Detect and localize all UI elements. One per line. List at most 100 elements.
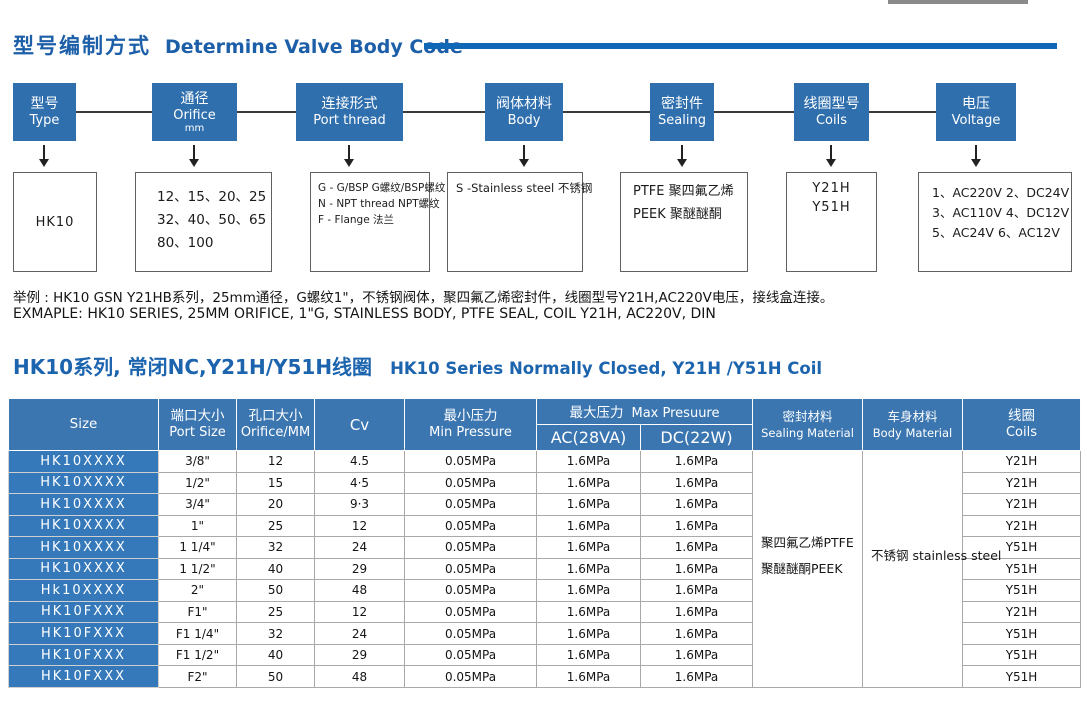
col-header-body-material: 车身材料 Body Material <box>862 398 963 451</box>
coil-cell: Y51H <box>962 622 1081 645</box>
cv-cell: 4.5 <box>314 450 405 473</box>
flow-box-voltage-zh: 电压 <box>962 96 990 112</box>
down-arrow-icon <box>677 145 687 167</box>
size-cell: HK10XXXX <box>8 450 159 473</box>
port-cell: 3/8" <box>158 450 237 473</box>
size-cell: HK10XXXX <box>8 471 159 495</box>
flow-box-type-en: Type <box>29 113 60 128</box>
orifice-cell: 15 <box>236 471 315 495</box>
port-cell: 1 1/2" <box>158 557 237 581</box>
coil-cell: Y21H <box>962 514 1081 538</box>
type-code: HK10 <box>35 214 75 230</box>
cv-cell: 9·3 <box>314 493 405 516</box>
port-cell: 1/2" <box>158 471 237 495</box>
col-header-size: Size <box>8 398 159 451</box>
voltage-option-line: 3、AC110V 4、DC12V <box>932 205 1070 220</box>
coil-cell: Y51H <box>962 557 1081 581</box>
flow-box-body: 阀体材料 Body <box>485 83 563 141</box>
sealing-option-line: PTFE 聚四氟乙烯 <box>633 184 734 199</box>
port-cell: F1 1/4" <box>158 622 237 645</box>
min-pressure-cell: 0.05MPa <box>404 493 537 516</box>
col-header-coils: 线圈 Coils <box>962 398 1081 451</box>
col-header-orifice: 孔口大小 Orifice/MM <box>236 398 315 451</box>
ac-pressure-cell: 1.6MPa <box>536 536 641 559</box>
table-row: HK10XXXX 1/2" 15 4·5 0.05MPa 1.6MPa 1.6M… <box>8 471 1081 495</box>
flow-box-orifice-zh: 通径 <box>180 91 209 107</box>
coil-cell: Y21H <box>962 471 1081 495</box>
dc-pressure-cell: 1.6MPa <box>640 493 753 516</box>
col-header-cv: Cv <box>314 398 405 451</box>
flow-box-voltage: 电压 Voltage <box>936 83 1016 141</box>
orifice-values-line: 12、15、20、25 <box>157 189 267 205</box>
down-arrow-icon <box>344 145 354 167</box>
min-pressure-cell: 0.05MPa <box>404 471 537 495</box>
flow-box-orifice: 通径 Orifice mm <box>152 83 237 141</box>
flow-box-sealing-en: Sealing <box>658 113 706 128</box>
orifice-cell: 20 <box>236 493 315 516</box>
flow-connector <box>714 111 794 113</box>
flow-box-coils-en: Coils <box>815 113 848 128</box>
section2-title-zh: HK10系列, 常闭NC,Y21H/Y51H线圈 <box>13 355 373 379</box>
orifice-cell: 25 <box>236 600 315 624</box>
min-pressure-cell: 0.05MPa <box>404 665 537 688</box>
orifice-cell: 12 <box>236 450 315 473</box>
thread-option-line: G - G/BSP G螺纹/BSP螺纹 <box>318 182 446 194</box>
ac-pressure-cell: 1.6MPa <box>536 557 641 581</box>
spec-table: Size 端口大小 Port Size 孔口大小 Orifice/MM Cv 最小压… <box>8 398 1081 688</box>
coil-cell: Y21H <box>962 450 1081 473</box>
ac-pressure-cell: 1.6MPa <box>536 450 641 473</box>
flow-box-type-zh: 型号 <box>30 96 59 112</box>
col-header-sealing-material: 密封材料 Sealing Material <box>752 398 863 451</box>
orifice-cell: 50 <box>236 579 315 602</box>
down-arrow-icon <box>971 145 981 167</box>
flow-box-orifice-en: Orifice <box>173 108 216 123</box>
sealing-option-line: PEEK 聚醚醚酮 <box>633 207 722 222</box>
flow-box-port-thread-zh: 连接形式 <box>321 96 378 112</box>
dc-pressure-cell: 1.6MPa <box>640 665 753 688</box>
body-material-line: 不锈钢 stainless steel <box>871 548 1002 563</box>
thread-option-line: F - Flange 法兰 <box>318 214 395 226</box>
cv-cell: 48 <box>314 665 405 688</box>
section1-title: 型号编制方式 Determine Valve Body Code <box>13 30 463 60</box>
flow-box-port-thread: 连接形式 Port thread <box>296 83 403 141</box>
port-cell: 1 1/4" <box>158 536 237 559</box>
flow-connector <box>563 111 650 113</box>
section2-title-en: HK10 Series Normally Closed, Y21H /Y51H … <box>390 359 823 378</box>
size-cell: HK10XXXX <box>8 493 159 516</box>
sealing-material-line: 聚醚醚酮PEEK <box>761 561 843 576</box>
detail-box-type: HK10 <box>13 172 97 272</box>
table-row: HK10FXXX F2" 50 48 0.05MPa 1.6MPa 1.6MPa… <box>8 665 1081 688</box>
flow-connector <box>403 111 485 113</box>
table-row: HK10XXXX 3/8" 12 4.5 0.05MPa 1.6MPa 1.6M… <box>8 450 1081 688</box>
port-cell: F1 1/2" <box>158 643 237 667</box>
detail-box-voltage: 1、AC220V 2、DC24V 3、AC110V 4、DC12V 5、AC24… <box>918 172 1072 272</box>
size-cell: HK10FXXX <box>8 600 159 624</box>
coil-cell: Y51H <box>962 665 1081 688</box>
ac-pressure-cell: 1.6MPa <box>536 665 641 688</box>
flow-box-body-en: Body <box>507 113 541 128</box>
min-pressure-cell: 0.05MPa <box>404 579 537 602</box>
flow-box-coils-zh: 线圈型号 <box>803 96 860 112</box>
col-header-max-pressure: 最大压力 Max Presuure <box>536 398 753 425</box>
sealing-material-line: 聚四氟乙烯PTFE <box>761 535 854 550</box>
ac-pressure-cell: 1.6MPa <box>536 579 641 602</box>
example-line-en: EXMAPLE: HK10 SERIES, 25MM ORIFICE, 1"G,… <box>13 306 716 322</box>
orifice-cell: 25 <box>236 514 315 538</box>
table-row: HK10XXXX 3/4" 20 9·3 0.05MPa 1.6MPa 1.6M… <box>8 493 1081 516</box>
size-cell: HK10FXXX <box>8 622 159 645</box>
title-rule <box>424 43 1057 49</box>
cv-cell: 4·5 <box>314 471 405 495</box>
size-cell: HK10XXXX <box>8 514 159 538</box>
detail-box-orifice: 12、15、20、25 32、40、50、65 80、100 <box>135 172 272 272</box>
body-material-cell: 不锈钢 stainless steel <box>862 450 1002 688</box>
min-pressure-cell: 0.05MPa <box>404 514 537 538</box>
col-header-port-size: 端口大小 Port Size <box>158 398 237 451</box>
min-pressure-cell: 0.05MPa <box>404 450 537 473</box>
detail-box-port-thread: G - G/BSP G螺纹/BSP螺纹 N - NPT thread NPT螺纹… <box>310 172 446 272</box>
dc-pressure-cell: 1.6MPa <box>640 579 753 602</box>
ac-pressure-cell: 1.6MPa <box>536 514 641 538</box>
dc-pressure-cell: 1.6MPa <box>640 643 753 667</box>
port-cell: 3/4" <box>158 493 237 516</box>
dc-pressure-cell: 1.6MPa <box>640 557 753 581</box>
cv-cell: 48 <box>314 579 405 602</box>
